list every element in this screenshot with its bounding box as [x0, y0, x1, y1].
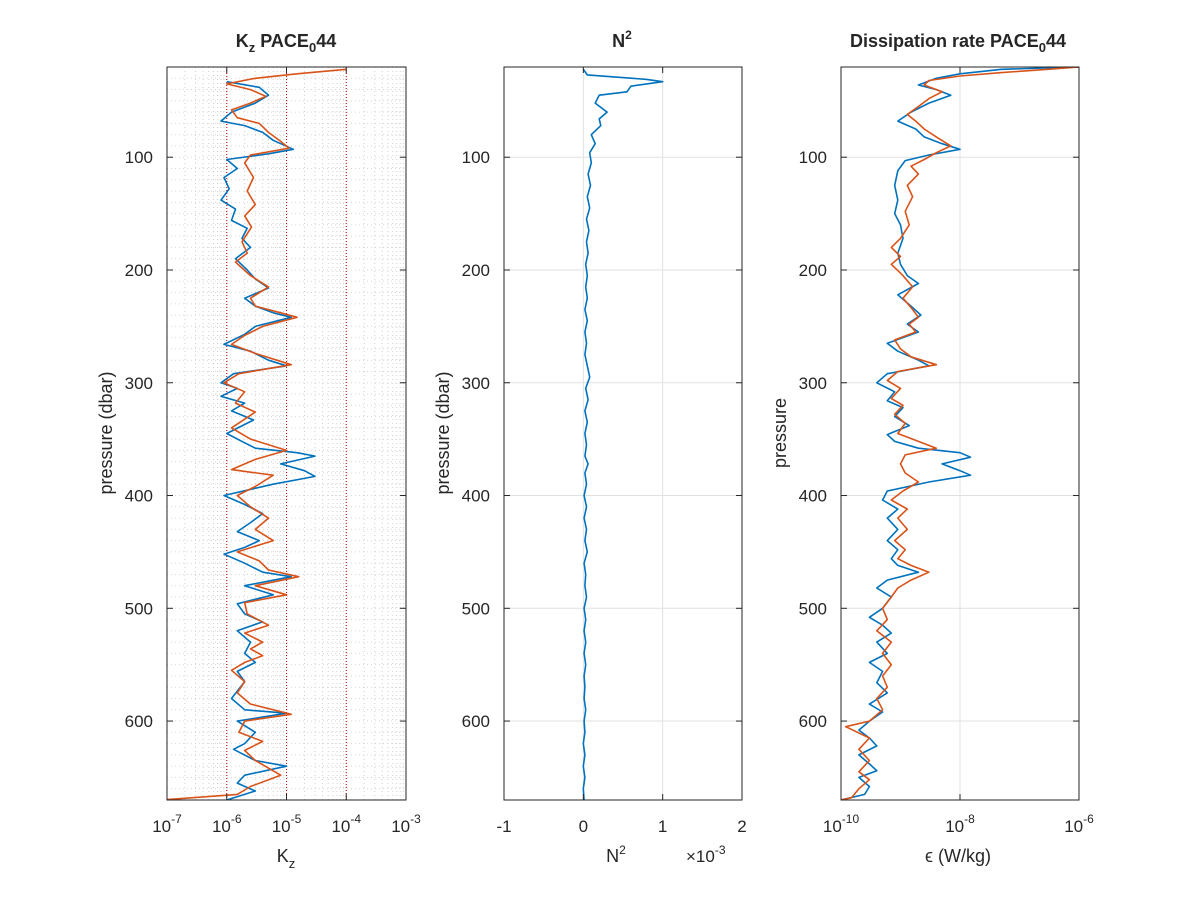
kz-series-2-line — [167, 68, 347, 800]
n2-x-axis-label: N2 — [606, 843, 626, 866]
dissipation-x-tick-label: 10-6 — [1064, 812, 1094, 836]
kz-title: Kz PACE044 — [236, 31, 336, 55]
kz-title-text: Kz PACE044 — [236, 31, 336, 55]
kz-y-tick-label: 100 — [125, 148, 153, 167]
n2-x-tick-label: 2 — [737, 817, 746, 836]
kz-x-tick-label: 10-7 — [152, 812, 182, 836]
dissipation-panel: Dissipation rate PACE044 ϵ (W/kg) pressu… — [770, 31, 1094, 866]
kz-x-tick-label: 10-6 — [212, 812, 242, 836]
n2-panel: N2 N2 ×10-3 pressure (dbar) -1 0 1 2 100 200 3… — [433, 28, 747, 866]
dissipation-y-tick-label: 200 — [799, 261, 827, 280]
n2-x-tick-label: 1 — [658, 817, 667, 836]
dissipation-series-2-line — [841, 67, 1079, 800]
kz-y-tick-label: 300 — [125, 374, 153, 393]
n2-y-axis-label: pressure (dbar) — [433, 371, 453, 494]
dissipation-y-tick-label: 600 — [799, 712, 827, 731]
n2-x-multiplier: ×10-3 — [686, 843, 726, 866]
kz-y-axis-label: pressure (dbar) — [96, 371, 116, 494]
dissipation-y-tick-label: 100 — [799, 148, 827, 167]
dissipation-title-text: Dissipation rate PACE044 — [850, 31, 1066, 55]
dissipation-y-tick-label: 300 — [799, 374, 827, 393]
dissipation-series-1-line — [841, 67, 1079, 800]
n2-x-tick-label: -1 — [496, 817, 511, 836]
dissipation-y-axis-label: pressure — [770, 398, 790, 468]
n2-title-text: N2 — [612, 28, 632, 51]
dissipation-x-axis-label: ϵ (W/kg) — [925, 846, 991, 866]
n2-plot-area — [504, 67, 742, 800]
dissipation-y-tick-label: 500 — [799, 599, 827, 618]
kz-x-tick-label: 10-4 — [331, 812, 361, 836]
n2-y-tick-label: 500 — [462, 599, 490, 618]
n2-y-tick-label: 300 — [462, 374, 490, 393]
n2-y-tick-label: 400 — [462, 487, 490, 506]
dissipation-y-tick-label: 400 — [799, 487, 827, 506]
kz-y-tick-label: 400 — [125, 487, 153, 506]
kz-y-tick-label: 500 — [125, 599, 153, 618]
n2-y-tick-label: 600 — [462, 712, 490, 731]
kz-x-axis-label: Kz — [277, 846, 296, 871]
dissipation-x-tick-label: 10-10 — [823, 812, 860, 836]
n2-y-tick-label: 100 — [462, 148, 490, 167]
n2-y-tick-label: 200 — [462, 261, 490, 280]
kz-y-tick-label: 200 — [125, 261, 153, 280]
kz-y-tick-label: 600 — [125, 712, 153, 731]
kz-series-1-line — [220, 80, 316, 800]
n2-axes-box — [503, 66, 743, 801]
n2-x-tick-label: 0 — [579, 817, 588, 836]
dissipation-x-tick-label: 10-8 — [945, 812, 975, 836]
kz-panel: Kz PACE044 Kz pressure (dbar) 10-7 10-6 10… — [96, 31, 421, 871]
kz-x-tick-label: 10-5 — [272, 812, 302, 836]
n2-series-1-line — [582, 68, 664, 800]
kz-x-tick-label: 10-3 — [391, 812, 421, 836]
